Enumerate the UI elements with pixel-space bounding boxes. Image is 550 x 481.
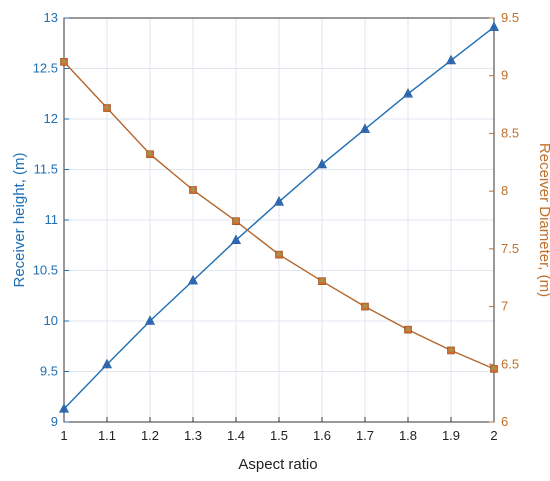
right-y-axis-title: Receiver Diameter, (m) bbox=[536, 143, 550, 297]
x-tick-label: 1.3 bbox=[184, 428, 202, 443]
data-point bbox=[275, 197, 284, 206]
left-y-tick-label: 12.5 bbox=[33, 61, 58, 76]
right-y-tick-label: 7 bbox=[501, 299, 508, 314]
data-point bbox=[276, 251, 283, 259]
x-tick-label: 1.4 bbox=[227, 428, 245, 443]
data-point-overlay bbox=[147, 319, 152, 324]
right-y-tick-label: 7.5 bbox=[501, 241, 519, 256]
left-y-tick-label: 12 bbox=[44, 111, 58, 126]
x-tick-label: 1.9 bbox=[442, 428, 460, 443]
data-point-overlay bbox=[233, 238, 238, 243]
data-point bbox=[405, 326, 412, 334]
left-y-axis-title: Receiver height, (m) bbox=[11, 152, 28, 287]
x-axis-ticks: 1 1.1 1.2 1.3 1.4 1.5 1.6 1.7 1.8 1.9 2 bbox=[60, 417, 497, 443]
data-point bbox=[190, 186, 197, 194]
data-point-overlay bbox=[190, 279, 195, 284]
data-point bbox=[448, 346, 455, 354]
left-y-tick-label: 9 bbox=[51, 414, 58, 429]
x-tick-label: 1.7 bbox=[356, 428, 374, 443]
left-y-tick-label: 9.5 bbox=[40, 364, 58, 379]
data-point bbox=[61, 58, 68, 65]
right-y-tick-label: 9 bbox=[501, 68, 508, 83]
data-point bbox=[319, 277, 326, 285]
data-point bbox=[318, 159, 327, 168]
data-point bbox=[404, 89, 413, 98]
data-point bbox=[447, 55, 456, 64]
data-point bbox=[491, 365, 498, 373]
left-y-tick-label: 11 bbox=[45, 212, 59, 227]
right-y-tick-label: 8.5 bbox=[501, 125, 519, 140]
data-point bbox=[233, 217, 240, 225]
data-point bbox=[147, 150, 154, 158]
right-y-tick-label: 9.5 bbox=[501, 10, 519, 25]
data-point-overlay bbox=[448, 58, 453, 63]
x-tick-label: 1.8 bbox=[399, 428, 417, 443]
data-point-overlay bbox=[276, 200, 281, 205]
left-y-tick-label: 11.5 bbox=[34, 162, 58, 177]
data-point bbox=[490, 22, 499, 31]
data-point-overlay bbox=[319, 162, 324, 167]
x-tick-label: 1.2 bbox=[141, 428, 159, 443]
data-point bbox=[361, 124, 370, 133]
right-y-tick-label: 6.5 bbox=[501, 356, 519, 371]
grid-lines bbox=[64, 18, 494, 422]
left-y-tick-label: 13 bbox=[44, 10, 58, 25]
data-point bbox=[104, 104, 111, 112]
left-y-tick-label: 10 bbox=[44, 313, 58, 328]
data-point-overlay bbox=[104, 362, 109, 367]
data-point-overlay bbox=[61, 407, 66, 412]
data-point-overlay bbox=[491, 25, 496, 30]
x-tick-label: 1.5 bbox=[270, 428, 288, 443]
x-tick-label: 1.1 bbox=[98, 428, 116, 443]
x-tick-label: 1 bbox=[60, 428, 67, 443]
data-point-overlay bbox=[362, 127, 367, 132]
right-y-tick-label: 8 bbox=[501, 183, 508, 198]
right-y-tick-label: 6 bbox=[501, 414, 508, 429]
x-axis-title: Aspect ratio bbox=[238, 456, 317, 473]
x-tick-label: 1.6 bbox=[313, 428, 331, 443]
x-tick-label: 2 bbox=[490, 428, 497, 443]
data-point-overlay bbox=[405, 92, 410, 97]
left-y-tick-label: 10.5 bbox=[33, 263, 58, 278]
data-point bbox=[362, 303, 369, 311]
